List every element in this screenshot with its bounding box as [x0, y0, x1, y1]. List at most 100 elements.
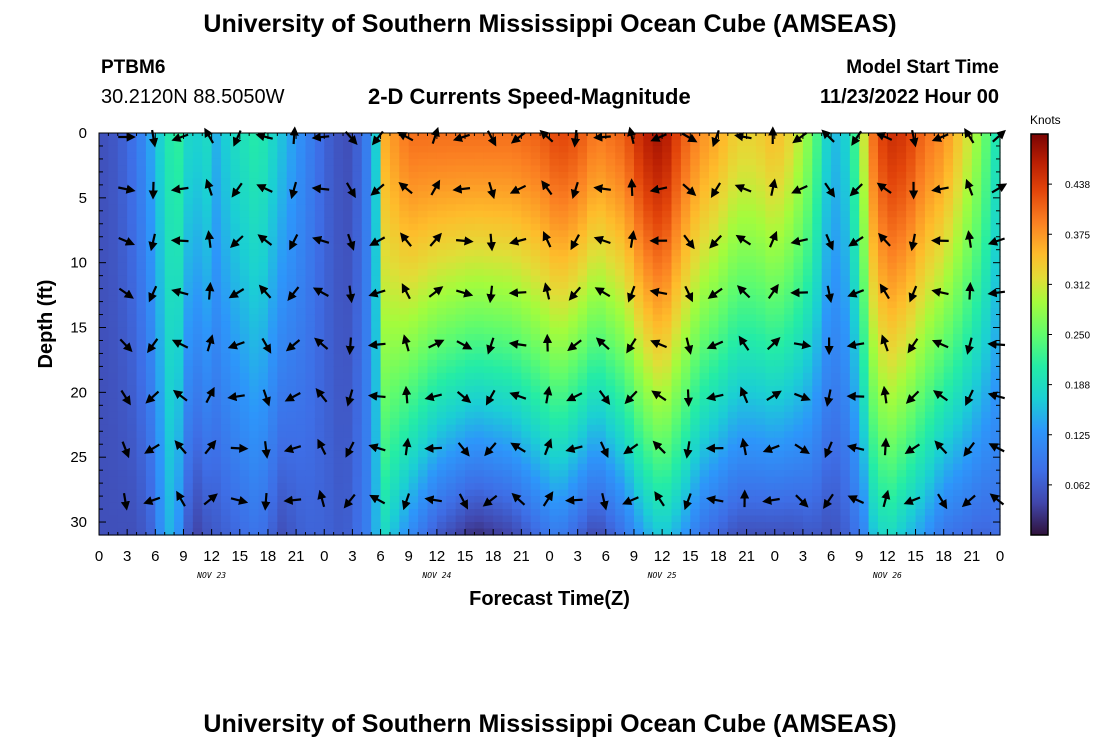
- heat-cell: [183, 515, 194, 523]
- heat-cell: [521, 262, 532, 270]
- heat-cell: [108, 411, 119, 419]
- heat-cell: [849, 152, 860, 160]
- heat-cell: [802, 334, 813, 342]
- heat-cell: [277, 463, 288, 471]
- heat-cell: [117, 269, 128, 277]
- heat-cell: [530, 171, 541, 179]
- heat-cell: [587, 327, 598, 335]
- heat-cell: [709, 282, 720, 290]
- heat-cell: [530, 509, 541, 517]
- heat-cell: [202, 236, 213, 244]
- heat-cell: [446, 353, 457, 361]
- heat-cell: [737, 359, 748, 368]
- heat-cell: [371, 275, 382, 283]
- heat-cell: [343, 158, 354, 167]
- heat-cell: [662, 366, 673, 374]
- heat-cell: [314, 418, 325, 426]
- heat-cell: [249, 334, 260, 342]
- heat-cell: [587, 528, 598, 536]
- heat-cell: [802, 223, 813, 231]
- heat-cell: [690, 405, 701, 413]
- heat-cell: [615, 528, 626, 536]
- heat-cell: [812, 411, 823, 419]
- heat-cell: [549, 359, 560, 368]
- heat-cell: [418, 385, 429, 393]
- heat-cell: [793, 522, 804, 530]
- heat-cell: [558, 282, 569, 290]
- heat-cell: [849, 178, 860, 186]
- heat-cell: [793, 431, 804, 439]
- heat-cell: [755, 236, 766, 244]
- heat-cell: [596, 210, 607, 218]
- heat-cell: [183, 165, 194, 173]
- heat-cell: [511, 178, 522, 186]
- heat-cell: [211, 424, 222, 432]
- heat-cell: [652, 470, 663, 478]
- heat-cell: [446, 476, 457, 484]
- heat-cell: [202, 431, 213, 439]
- heat-cell: [99, 139, 109, 147]
- heat-cell: [624, 184, 635, 192]
- heat-cell: [108, 522, 119, 530]
- heat-cell: [849, 145, 860, 154]
- heat-cell: [277, 515, 288, 523]
- heat-cell: [211, 184, 222, 192]
- heat-cell: [249, 418, 260, 426]
- heat-cell: [239, 463, 250, 471]
- heat-cell: [286, 450, 297, 458]
- heat-cell: [221, 522, 231, 530]
- heat-cell: [662, 411, 673, 419]
- heat-cell: [361, 340, 372, 348]
- heat-cell: [596, 515, 607, 523]
- heat-cell: [540, 424, 551, 432]
- heat-cell: [652, 178, 663, 186]
- heat-cell: [727, 470, 738, 478]
- heat-cell: [436, 437, 447, 445]
- heat-cell: [202, 353, 213, 361]
- heat-cell: [239, 145, 250, 154]
- heat-cell: [615, 509, 626, 517]
- heat-cell: [155, 437, 166, 445]
- heat-cell: [408, 295, 419, 303]
- heat-cell: [267, 463, 278, 471]
- heat-cell: [99, 288, 109, 296]
- heat-cell: [483, 321, 494, 329]
- heat-cell: [324, 158, 335, 167]
- heat-cell: [108, 515, 119, 523]
- heat-cell: [652, 476, 663, 484]
- heat-cell: [821, 379, 832, 387]
- heat-cell: [549, 476, 560, 484]
- heat-cell: [671, 275, 682, 283]
- heat-cell: [286, 171, 297, 179]
- heat-cell: [680, 372, 691, 380]
- heat-cell: [831, 450, 842, 458]
- heat-cell: [596, 171, 607, 179]
- heat-cell: [755, 223, 766, 231]
- heat-cell: [699, 522, 710, 530]
- heat-cell: [755, 476, 766, 484]
- heat-cell: [108, 334, 119, 342]
- heat-cell: [380, 275, 391, 283]
- heat-cell: [239, 398, 250, 406]
- heat-cell: [690, 346, 701, 355]
- heat-cell: [127, 204, 138, 212]
- heat-cell: [821, 463, 832, 471]
- heat-cell: [549, 210, 560, 218]
- heat-cell: [183, 204, 194, 212]
- heat-cell: [174, 197, 185, 205]
- heat-cell: [230, 522, 241, 530]
- heat-cell: [192, 418, 203, 426]
- heat-cell: [427, 262, 438, 270]
- heat-cell: [680, 392, 691, 400]
- heat-cell: [840, 243, 851, 251]
- heat-cell: [455, 314, 466, 322]
- heat-cell: [117, 431, 128, 439]
- heat-cell: [136, 489, 147, 497]
- heat-cell: [521, 327, 532, 335]
- heat-cell: [408, 145, 419, 154]
- heat-cell: [596, 509, 607, 517]
- heat-cell: [399, 385, 410, 393]
- heat-cell: [380, 308, 391, 316]
- heat-cell: [540, 353, 551, 361]
- heat-cell: [333, 171, 344, 179]
